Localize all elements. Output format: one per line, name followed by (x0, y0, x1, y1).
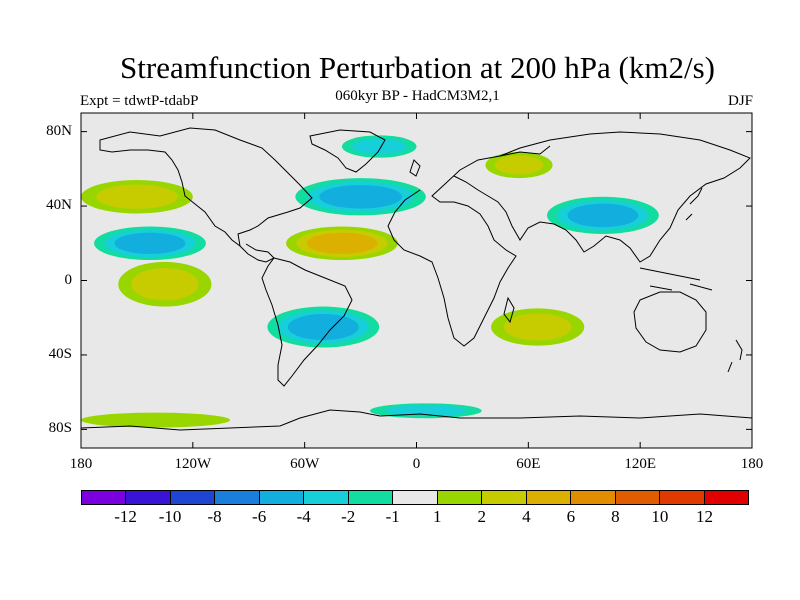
map-title: Streamfunction Perturbation at 200 hPa (… (120, 50, 715, 85)
colorbar-cell (526, 491, 572, 504)
season-label: DJF (727, 93, 753, 109)
coastline-british-isles (409, 159, 421, 177)
colorbar-cell (571, 491, 616, 504)
contour-arctic-negative-band-1 (352, 138, 407, 155)
colorbar-label: 4 (522, 507, 531, 526)
lat-label: 80N (46, 122, 72, 139)
colorbar-cell (615, 491, 661, 504)
colorbar-label: 2 (477, 507, 487, 526)
colorbar-label: 1 (433, 507, 442, 526)
lon-label: 0 (412, 456, 421, 472)
colorbar-cell (393, 491, 438, 504)
colorbar-cell (704, 491, 749, 504)
contour-southern-ocean-negative-band-1 (385, 405, 467, 417)
experiment-label: Expt = tdwtP-tdabP (80, 93, 199, 109)
coastline-north-america (99, 127, 313, 248)
lon-label: 120E (624, 456, 656, 472)
contour-field (81, 135, 659, 428)
lat-label: 40S (48, 345, 72, 362)
colorbar-label: -10 (158, 507, 182, 526)
map-subtitle: 060kyr BP - HadCM3M2,1 (335, 88, 500, 104)
coastline-eurasia (453, 131, 751, 263)
lon-label: 60E (516, 456, 541, 472)
colorbar (81, 490, 749, 505)
colorbar-label: 12 (695, 507, 713, 526)
coastline-central-america (239, 243, 275, 263)
colorbar-cell (348, 491, 394, 504)
colorbar-label: -6 (252, 507, 267, 526)
colorbar-cell (437, 491, 483, 504)
contour-europe-positive-band-1 (494, 155, 544, 175)
contour-south-pacific-positive-band-1 (131, 268, 199, 301)
coastline-madagascar (503, 296, 515, 324)
colorbar-label: 10 (651, 507, 669, 526)
contour-tropical-atlantic-positive-band-2 (306, 232, 378, 254)
colorbar-cell (215, 491, 260, 504)
contour-antarctic-positive-band-0 (81, 412, 231, 428)
colorbar-label: -2 (341, 507, 356, 526)
coastline-new-zealand (727, 339, 743, 373)
coastline-japan (685, 187, 703, 221)
contour-south-america-negative-band-2 (287, 314, 359, 340)
colorbar-label: -1 (385, 507, 400, 526)
contour-indian-ocean-positive-band-1 (503, 313, 572, 341)
colorbar-cell (82, 491, 127, 504)
contour-north-atlantic-negative-band-2 (319, 184, 402, 209)
contour-asia-negative-band-2 (567, 203, 639, 228)
lat-label: 80S (48, 420, 72, 437)
axis-ticks (80, 113, 753, 448)
coastline-antarctica (81, 409, 752, 431)
lon-label: 120W (174, 456, 212, 472)
lat-label: 0 (64, 271, 73, 288)
coastline-south-america (261, 257, 353, 387)
colorbar-label: 8 (611, 507, 620, 526)
coastline-maritime (639, 267, 713, 291)
colorbar-cell (126, 491, 171, 504)
lat-label: 40N (46, 197, 72, 214)
colorbar-cell (482, 491, 527, 504)
colorbar-cell (660, 491, 705, 504)
coastline-australia (633, 291, 707, 353)
coastline-greenland (309, 129, 386, 173)
colorbar-label: -8 (207, 507, 222, 526)
colorbar-label: -4 (296, 507, 311, 526)
colorbar-cell (304, 491, 349, 504)
contour-pacific-subtropical-negative-band-2 (114, 232, 186, 254)
lon-label: 180 (740, 456, 764, 472)
colorbar-cell (259, 491, 305, 504)
coastline-africa-europe (387, 145, 551, 347)
lon-label: 60W (290, 456, 320, 472)
contour-north-pacific-positive-band-1 (96, 184, 178, 209)
lon-label: 180 (69, 456, 93, 472)
colorbar-label: -12 (114, 507, 137, 526)
colorbar-label: 6 (566, 507, 576, 526)
colorbar-cell (170, 491, 216, 504)
coastlines (81, 127, 752, 431)
